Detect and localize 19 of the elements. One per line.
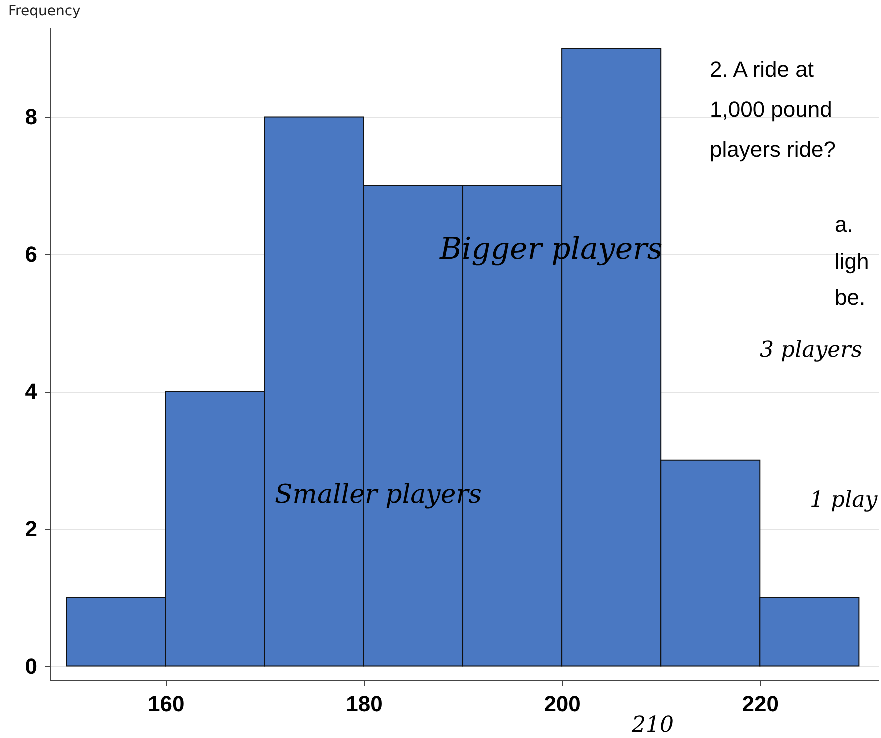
annotation: ligh bbox=[835, 249, 870, 274]
annotation: 1 play bbox=[810, 488, 878, 513]
y-axis-title: Frequency bbox=[8, 4, 81, 20]
y-tick-label: 0 bbox=[25, 654, 38, 679]
text: 210 bbox=[631, 713, 674, 738]
x-tick-label: 160 bbox=[148, 692, 185, 716]
annotation: players ride? bbox=[710, 137, 836, 162]
annotation: 2. A ride at bbox=[710, 57, 814, 82]
y-tick-label: 2 bbox=[25, 516, 38, 542]
x-tick-label: 200 bbox=[544, 692, 581, 716]
x-tick-label: 220 bbox=[742, 692, 780, 716]
annotation: a. bbox=[835, 212, 854, 237]
y-tick-label: 4 bbox=[25, 379, 38, 404]
y-tick-label: 6 bbox=[25, 242, 38, 267]
x-tick-label: 180 bbox=[346, 692, 383, 716]
annotation: 1,000 pound bbox=[710, 97, 832, 122]
y-tick-label: 8 bbox=[25, 104, 38, 130]
annotation: 3 players bbox=[760, 338, 862, 363]
annotation: be. bbox=[835, 285, 866, 310]
